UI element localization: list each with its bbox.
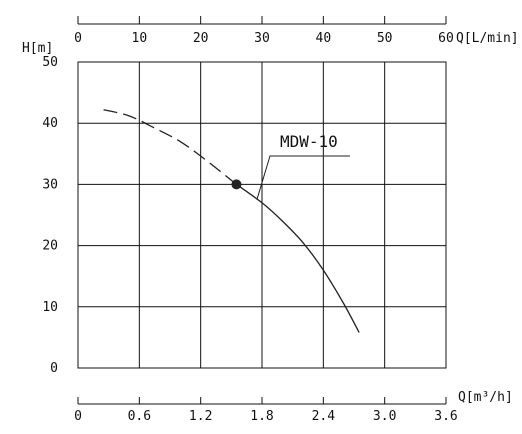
x2-tick-label: 30 (254, 31, 270, 46)
x-tick-label: 1.8 (250, 409, 273, 424)
x-tick-label: 3.6 (434, 409, 457, 424)
y-tick-label: 20 (42, 239, 58, 254)
annotation-leader-line (256, 155, 350, 200)
x2-tick-label: 40 (316, 31, 332, 46)
y-tick-label: 30 (42, 177, 58, 192)
left-axis-ticks: 0 10 20 30 40 50 (42, 55, 58, 376)
curve-solid-segment (236, 183, 360, 333)
x2-tick-label: 60 (438, 31, 454, 46)
x-tick-label: 0.6 (128, 409, 151, 424)
x2-tick-label: 0 (74, 31, 82, 46)
x2-tick-label: 50 (377, 31, 393, 46)
left-axis-unit: H[m] (22, 41, 53, 56)
curve-dashed-segment (103, 109, 237, 185)
x-tick-label: 2.4 (312, 409, 336, 424)
grid-lines (78, 62, 446, 368)
y-tick-label: 50 (42, 55, 58, 70)
x2-tick-label: 20 (193, 31, 209, 46)
y-tick-label: 40 (42, 116, 58, 131)
y-tick-label: 0 (50, 361, 58, 376)
y-tick-label: 10 (42, 300, 58, 315)
top-axis-unit: Q[L/min] (456, 31, 519, 46)
bottom-axis-unit: Q[m³/h] (458, 390, 513, 405)
bottom-axis-ticks: 0 0.6 1.2 1.8 2.4 3.0 3.6 (74, 397, 458, 424)
x-tick-label: 3.0 (373, 409, 396, 424)
x2-tick-label: 10 (132, 31, 148, 46)
curve-label: MDW-10 (280, 132, 338, 151)
operating-point-marker (231, 179, 242, 190)
x-tick-label: 1.2 (189, 409, 212, 424)
x-tick-label: 0 (74, 409, 82, 424)
top-axis-ticks: 0 10 20 30 40 50 60 (74, 16, 454, 46)
